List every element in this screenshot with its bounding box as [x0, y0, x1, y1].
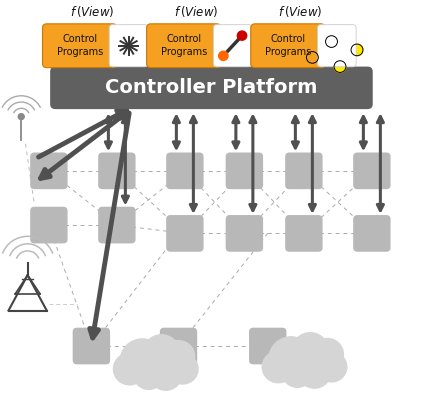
Circle shape [113, 353, 146, 385]
Circle shape [237, 31, 246, 40]
FancyBboxPatch shape [147, 24, 221, 67]
FancyBboxPatch shape [249, 328, 286, 365]
Circle shape [316, 352, 347, 382]
Circle shape [311, 339, 343, 370]
Circle shape [351, 44, 363, 56]
FancyBboxPatch shape [160, 328, 197, 365]
Text: Control
Programs: Control Programs [161, 34, 207, 57]
FancyBboxPatch shape [285, 153, 323, 189]
FancyBboxPatch shape [251, 24, 325, 67]
Circle shape [282, 357, 313, 387]
FancyBboxPatch shape [319, 57, 334, 67]
Circle shape [167, 354, 198, 384]
Circle shape [18, 114, 24, 119]
FancyBboxPatch shape [166, 153, 204, 189]
Circle shape [120, 339, 164, 382]
FancyBboxPatch shape [166, 215, 204, 252]
FancyBboxPatch shape [317, 25, 356, 67]
FancyBboxPatch shape [30, 207, 68, 243]
FancyBboxPatch shape [50, 67, 373, 109]
Text: Control
Programs: Control Programs [57, 34, 103, 57]
FancyBboxPatch shape [337, 41, 352, 50]
FancyBboxPatch shape [30, 153, 68, 189]
Circle shape [326, 36, 337, 47]
FancyBboxPatch shape [42, 24, 117, 67]
Circle shape [262, 351, 295, 383]
FancyBboxPatch shape [226, 153, 263, 189]
Text: Controller Platform: Controller Platform [105, 78, 317, 97]
FancyBboxPatch shape [285, 215, 323, 252]
Text: Global Network View: Global Network View [92, 50, 231, 63]
FancyBboxPatch shape [353, 215, 391, 252]
FancyBboxPatch shape [213, 25, 252, 67]
FancyBboxPatch shape [98, 153, 136, 189]
Circle shape [133, 360, 164, 389]
Circle shape [150, 359, 182, 390]
Text: $f\,\mathrm{(}$$\mathit{View}$$\mathrm{)}$: $f\,\mathrm{(}$$\mathit{View}$$\mathrm{)… [278, 4, 323, 19]
Circle shape [218, 51, 228, 60]
Circle shape [292, 333, 328, 368]
Text: $f\,\mathrm{(}$$\mathit{View}$$\mathrm{)}$: $f\,\mathrm{(}$$\mathit{View}$$\mathrm{)… [174, 4, 219, 19]
FancyBboxPatch shape [73, 328, 110, 365]
Circle shape [269, 337, 313, 380]
Circle shape [144, 335, 179, 370]
Circle shape [162, 341, 195, 372]
Circle shape [298, 357, 331, 388]
Circle shape [306, 52, 318, 63]
FancyBboxPatch shape [98, 207, 136, 243]
Text: $f\,\mathrm{(}$$\mathit{View}$$\mathrm{)}$: $f\,\mathrm{(}$$\mathit{View}$$\mathrm{)… [70, 4, 115, 19]
FancyBboxPatch shape [226, 215, 263, 252]
FancyBboxPatch shape [109, 25, 148, 67]
Circle shape [334, 61, 346, 72]
Text: Control
Programs: Control Programs [265, 34, 311, 57]
FancyBboxPatch shape [353, 153, 391, 189]
